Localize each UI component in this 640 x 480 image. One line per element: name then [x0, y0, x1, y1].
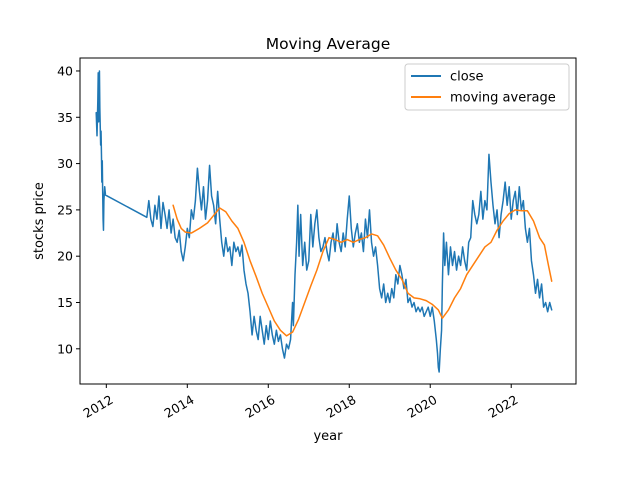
x-tick-label: 2016 [243, 392, 278, 421]
series-line-moving-average [172, 204, 553, 337]
x-axis-label: year [313, 429, 343, 444]
legend-label-close: close [450, 70, 483, 85]
legend-box [404, 63, 570, 111]
y-tick-label: 15 [57, 295, 73, 310]
y-axis: 10 15 20 25 30 35 40 [57, 63, 80, 356]
y-tick-label: 20 [57, 249, 73, 264]
y-tick-label: 10 [57, 341, 73, 356]
x-tick-label: 2018 [324, 392, 359, 421]
x-tick-label: 2014 [162, 392, 197, 421]
y-tick-label: 30 [57, 156, 73, 171]
x-tick-label: 2012 [81, 392, 116, 421]
y-axis-label: stocks price [32, 182, 47, 260]
y-tick-label: 25 [57, 202, 73, 217]
y-tick-label: 40 [57, 63, 73, 78]
y-tick-label: 35 [57, 110, 73, 125]
legend-label-moving-average: moving average [450, 91, 556, 106]
series-line-close [95, 70, 553, 373]
series-layer [95, 70, 553, 373]
x-tick-label: 2022 [485, 392, 520, 421]
plot-frame [79, 57, 577, 385]
x-axis: 2012 2014 2016 2018 2020 2022 [81, 384, 521, 421]
chart-title: Moving Average [266, 35, 391, 53]
x-tick-label: 2020 [404, 392, 439, 421]
legend: close moving average [404, 63, 570, 111]
